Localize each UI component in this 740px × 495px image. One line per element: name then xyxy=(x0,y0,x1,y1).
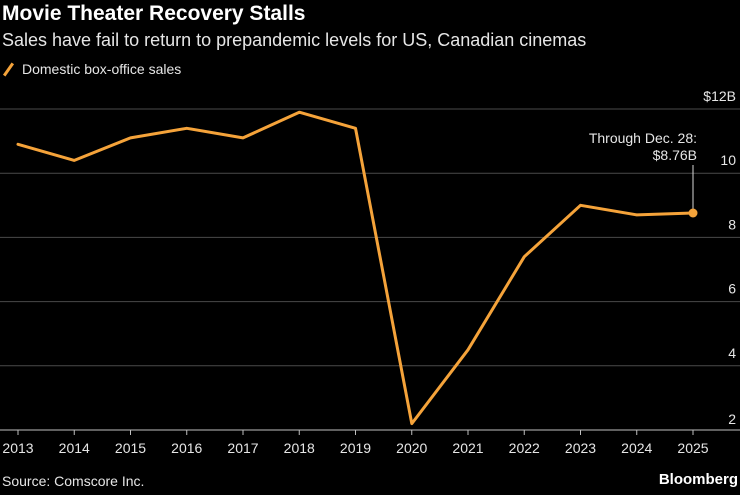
annotation-text: Through Dec. 28: xyxy=(589,130,697,146)
chart-title: Movie Theater Recovery Stalls xyxy=(2,2,306,25)
x-tick-label: 2023 xyxy=(565,440,596,456)
y-tick-label: 4 xyxy=(728,345,736,361)
brand-logo: Bloomberg xyxy=(658,471,738,488)
x-tick-label: 2024 xyxy=(621,440,652,456)
x-tick-label: 2013 xyxy=(2,440,33,456)
x-tick-label: 2022 xyxy=(509,440,540,456)
annotation-point xyxy=(688,208,698,218)
x-tick-label: 2019 xyxy=(340,440,371,456)
y-tick-label: 10 xyxy=(720,152,736,168)
x-tick-label: 2025 xyxy=(677,440,708,456)
legend-label: Domestic box-office sales xyxy=(22,61,182,77)
y-tick-label: 8 xyxy=(728,216,736,232)
x-tick-label: 2021 xyxy=(452,440,483,456)
y-tick-label: $12B xyxy=(703,88,736,104)
x-tick-label: 2015 xyxy=(115,440,146,456)
x-tick-label: 2016 xyxy=(171,440,202,456)
x-tick-label: 2014 xyxy=(59,440,90,456)
x-tick-label: 2017 xyxy=(227,440,258,456)
series-line-domestic-box-office xyxy=(16,110,695,426)
chart-subtitle: Sales have fail to return to prepandemic… xyxy=(2,30,587,50)
annotation-text: $8.76B xyxy=(653,147,697,163)
x-tick-label: 2018 xyxy=(284,440,315,456)
legend: Domestic box-office sales xyxy=(2,61,181,77)
x-tick-label: 2020 xyxy=(396,440,427,456)
y-tick-label: 6 xyxy=(728,281,736,297)
y-tick-label: 2 xyxy=(728,411,736,427)
source-note: Source: Comscore Inc. xyxy=(2,473,145,489)
